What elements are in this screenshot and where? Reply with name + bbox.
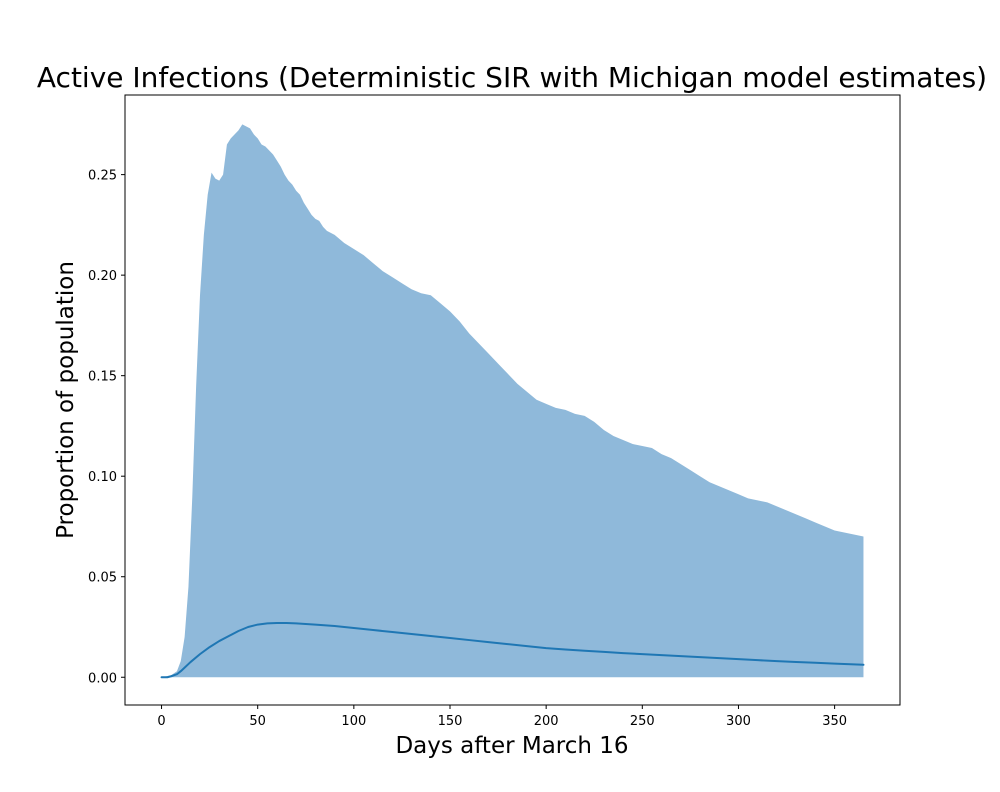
x-tick-label: 200 [534, 714, 559, 729]
x-tick-label: 300 [726, 714, 751, 729]
x-tick-label: 100 [341, 714, 366, 729]
y-tick-label: 0.05 [88, 571, 117, 586]
x-axis: 0 50 100 150 200 250 300 350 [157, 705, 847, 729]
chart-title: Active Infections (Deterministic SIR wit… [37, 61, 987, 94]
y-tick-label: 0.25 [88, 169, 117, 184]
plot-area [160, 124, 865, 679]
axes-frame [124, 94, 901, 706]
x-axis-label: Days after March 16 [395, 733, 628, 759]
y-axis: 0.00 0.05 0.10 0.15 0.20 0.25 [88, 169, 125, 686]
y-tick-label: 0.10 [88, 470, 117, 485]
sir-estimate-line [160, 621, 865, 679]
x-tick-label: 250 [630, 714, 655, 729]
x-tick-label: 0 [157, 714, 165, 729]
y-tick-label: 0.00 [88, 671, 117, 686]
y-tick-label: 0.20 [88, 269, 117, 284]
x-tick-label: 350 [822, 714, 847, 729]
x-tick-label: 50 [249, 714, 266, 729]
y-axis-label: Proportion of population [53, 261, 79, 539]
x-tick-label: 150 [438, 714, 463, 729]
y-tick-label: 0.15 [88, 370, 117, 385]
confidence-band [161, 124, 864, 678]
